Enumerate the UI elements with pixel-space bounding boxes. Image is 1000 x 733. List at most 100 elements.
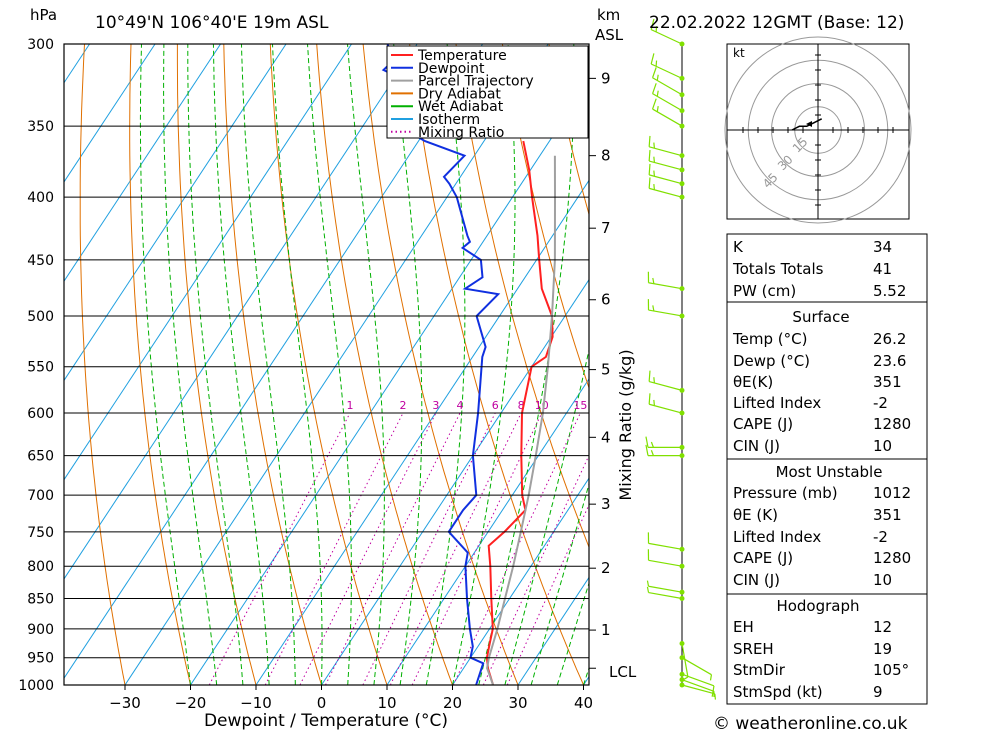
mixing-ratio-label: 1 <box>346 399 353 412</box>
hodo-row-value: 105° <box>873 661 909 679</box>
wind-barb-dot <box>679 444 685 450</box>
wind-barb-flag <box>653 183 656 190</box>
mu-row-label: Lifted Index <box>733 528 821 546</box>
wet-adiabat-line <box>530 482 589 685</box>
surface-row-label: CIN (J) <box>733 437 780 455</box>
legend-box <box>386 45 589 139</box>
wind-barb-dot <box>679 640 685 646</box>
hodo-row-value: 9 <box>873 683 883 701</box>
wind-barb-staff <box>648 559 683 567</box>
mu-row-value: 351 <box>873 506 902 524</box>
surface-row-value: 23.6 <box>873 352 906 370</box>
hodograph-table: Hodograph EH 12 SREH 19 StmDir 105° StmS… <box>726 593 928 705</box>
wind-barb-dot <box>679 313 685 319</box>
mu-title: Most Unstable <box>776 463 883 481</box>
wind-barb-flag <box>711 685 715 697</box>
isotherm-line <box>124 44 549 685</box>
mixing-ratio-line <box>362 412 496 685</box>
x-tick-label: 30 <box>508 694 527 712</box>
surface-row-value: -2 <box>873 394 888 412</box>
pressure-tick-label: 400 <box>27 190 54 206</box>
wind-barb-staff <box>681 673 715 687</box>
isotherm-line <box>321 278 589 685</box>
mixing-ratio-line <box>506 503 589 685</box>
legend-entry: Wet Adiabat <box>418 99 504 115</box>
surface-row-value: 351 <box>873 373 902 391</box>
wind-barb-dot <box>679 671 685 677</box>
surface-row-label: CAPE (J) <box>733 415 793 433</box>
wind-barb-flag <box>652 277 655 284</box>
wind-barb-flag <box>653 170 656 177</box>
wet-adiabat-line <box>272 44 323 685</box>
mixing-ratio-line <box>264 412 404 685</box>
wind-barb-flag <box>682 676 689 681</box>
surface-row-label: Lifted Index <box>733 394 821 412</box>
y2-axis-label: Mixing Ratio (g/kg) <box>616 349 635 500</box>
hodograph-trace <box>791 118 823 131</box>
isotherm-line <box>452 477 589 685</box>
legend-entry: Temperature <box>417 48 507 64</box>
wind-barb-dot <box>679 123 685 129</box>
mixing-ratio-label: 8 <box>518 399 525 412</box>
dry-adiabat-line <box>967 44 1000 685</box>
hodo-row-label: SREH <box>733 640 774 658</box>
mu-row-value: 1012 <box>873 484 911 502</box>
surface-title: Surface <box>792 308 849 326</box>
km-tick-label: 2 <box>601 559 611 577</box>
wind-barb-staff <box>681 657 712 676</box>
wind-barb-staff <box>649 380 683 391</box>
wind-barb-dot <box>679 75 685 81</box>
k-value: 34 <box>873 238 892 256</box>
km-tick-label: 7 <box>601 219 611 237</box>
pressure-tick-label: 850 <box>27 591 54 607</box>
wind-barb-dot <box>679 410 685 416</box>
wind-barb-flag <box>646 586 650 593</box>
wind-barb-staff <box>649 146 683 157</box>
isotherm-line <box>64 44 483 680</box>
wind-barb-flag <box>648 150 651 162</box>
km-tick-label: 9 <box>601 69 611 87</box>
dry-adiabat-line <box>223 44 322 685</box>
isotherm-line <box>255 179 589 685</box>
pressure-tick-label: 550 <box>27 360 54 376</box>
pressure-tick-label: 500 <box>27 309 54 325</box>
wind-barb-staff <box>681 684 715 695</box>
wind-barb-dot <box>679 181 685 187</box>
wet-adiabat-line <box>504 347 589 685</box>
hodograph-unit: kt <box>733 46 745 60</box>
x-tick-label: −10 <box>240 694 272 712</box>
wind-barb-dot <box>679 546 685 552</box>
wind-barb-dot <box>679 595 685 601</box>
legend-entry: Mixing Ratio <box>418 125 504 141</box>
mu-row-label: CAPE (J) <box>733 549 793 567</box>
pw-value: 5.52 <box>873 282 906 300</box>
wind-barb-staff <box>650 63 683 79</box>
tt-value: 41 <box>873 260 892 278</box>
mixing-ratio-label: 2 <box>400 399 407 412</box>
wind-barb-dot <box>679 682 685 688</box>
wind-barb-staff <box>681 679 715 692</box>
wind-barb-staff <box>652 93 683 112</box>
wind-barb-flag <box>650 441 655 448</box>
mixing-ratio-label: 6 <box>492 399 499 412</box>
isotherm-line <box>0 44 24 685</box>
wind-barb-flag <box>656 105 659 112</box>
mixing-ratio-line <box>299 412 437 685</box>
location-title: 10°49'N 106°40'E 19m ASL <box>95 13 329 33</box>
wind-barb-dot <box>679 108 685 114</box>
wet-adiabat-line <box>212 44 270 685</box>
mixing-ratio-line <box>325 412 461 685</box>
wind-barb-staff <box>649 174 683 185</box>
datetime-title: 22.02.2022 12GMT (Base: 12) <box>649 13 904 33</box>
footer-credit: © weatheronline.co.uk <box>713 714 908 733</box>
mixing-ratio-label: 3 <box>432 399 439 412</box>
mixing-ratio-label: 4 <box>456 399 463 412</box>
wind-barb-flag <box>648 135 651 147</box>
wind-barb-flag <box>714 693 717 700</box>
surface-row-label: Dewp (°C) <box>733 352 810 370</box>
wind-barb-flag <box>646 580 650 587</box>
pressure-tick-label: 650 <box>27 449 54 465</box>
dry-adiabat-line <box>79 44 126 685</box>
wind-barb-flag <box>652 305 655 312</box>
